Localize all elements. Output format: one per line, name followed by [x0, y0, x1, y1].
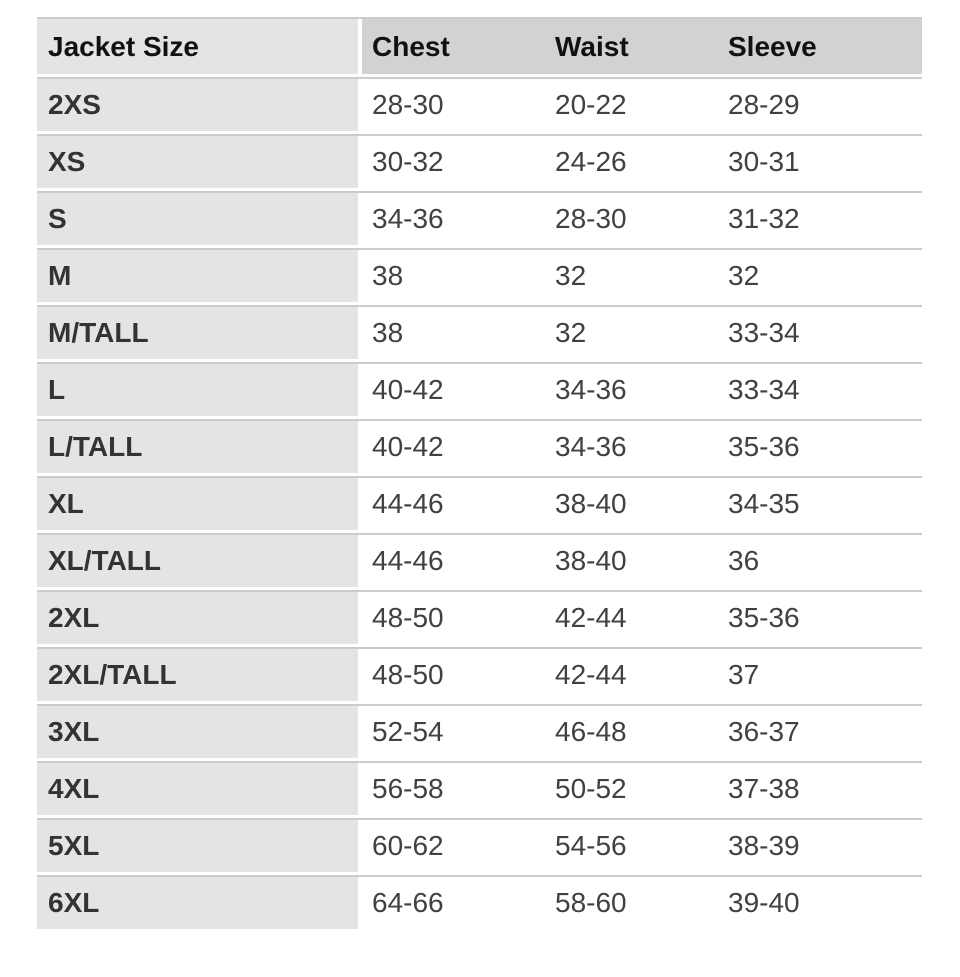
cell-chest: 40-42: [362, 421, 545, 473]
cell-waist: 20-22: [545, 79, 718, 131]
cell-sleeve: 33-34: [718, 307, 922, 359]
row-size-label: 3XL: [37, 706, 358, 758]
cell-chest: 56-58: [362, 763, 545, 815]
cell-sleeve: 37: [718, 649, 922, 701]
cell-sleeve: 39-40: [718, 877, 922, 929]
row-size-label: M: [37, 250, 358, 302]
table-row: 3XL 52-54 46-48 36-37: [37, 704, 922, 758]
cell-waist: 32: [545, 307, 718, 359]
cell-chest: 28-30: [362, 79, 545, 131]
cell-waist: 34-36: [545, 421, 718, 473]
cell-chest: 38: [362, 250, 545, 302]
cell-chest: 48-50: [362, 592, 545, 644]
table-row: 6XL 64-66 58-60 39-40: [37, 875, 922, 929]
column-header-jacket-size: Jacket Size: [37, 19, 358, 74]
cell-waist: 54-56: [545, 820, 718, 872]
cell-waist: 34-36: [545, 364, 718, 416]
cell-sleeve: 33-34: [718, 364, 922, 416]
cell-waist: 38-40: [545, 478, 718, 530]
cell-chest: 44-46: [362, 535, 545, 587]
column-header-sleeve: Sleeve: [728, 30, 817, 62]
table-row: L 40-42 34-36 33-34: [37, 362, 922, 416]
cell-waist: 24-26: [545, 136, 718, 188]
jacket-size-chart: Jacket Size Chest Waist Sleeve 2XS 28-30…: [37, 17, 922, 929]
table-header-row: Jacket Size Chest Waist Sleeve: [37, 17, 922, 74]
table-row: 2XL/TALL 48-50 42-44 37: [37, 647, 922, 701]
table-row: 5XL 60-62 54-56 38-39: [37, 818, 922, 872]
table-row: M/TALL 38 32 33-34: [37, 305, 922, 359]
cell-sleeve: 34-35: [718, 478, 922, 530]
cell-sleeve: 36-37: [718, 706, 922, 758]
cell-waist: 42-44: [545, 649, 718, 701]
row-size-label: S: [37, 193, 358, 245]
row-size-label: XL/TALL: [37, 535, 358, 587]
cell-sleeve: 32: [718, 250, 922, 302]
cell-chest: 52-54: [362, 706, 545, 758]
table-body: 2XS 28-30 20-22 28-29 XS 30-32 24-26 30-…: [37, 77, 922, 929]
cell-waist: 46-48: [545, 706, 718, 758]
header-measure-group: Chest Waist Sleeve: [362, 19, 922, 74]
cell-sleeve: 36: [718, 535, 922, 587]
cell-chest: 34-36: [362, 193, 545, 245]
row-size-label: L/TALL: [37, 421, 358, 473]
table-row: XS 30-32 24-26 30-31: [37, 134, 922, 188]
row-size-label: 2XL: [37, 592, 358, 644]
row-size-label: M/TALL: [37, 307, 358, 359]
table-row: XL/TALL 44-46 38-40 36: [37, 533, 922, 587]
row-size-label: L: [37, 364, 358, 416]
cell-waist: 42-44: [545, 592, 718, 644]
cell-waist: 38-40: [545, 535, 718, 587]
cell-sleeve: 35-36: [718, 421, 922, 473]
cell-sleeve: 30-31: [718, 136, 922, 188]
cell-sleeve: 37-38: [718, 763, 922, 815]
cell-sleeve: 28-29: [718, 79, 922, 131]
row-size-label: 6XL: [37, 877, 358, 929]
table-row: L/TALL 40-42 34-36 35-36: [37, 419, 922, 473]
row-size-label: 2XL/TALL: [37, 649, 358, 701]
cell-chest: 30-32: [362, 136, 545, 188]
cell-sleeve: 31-32: [718, 193, 922, 245]
cell-chest: 64-66: [362, 877, 545, 929]
column-header-waist: Waist: [555, 30, 629, 62]
cell-chest: 38: [362, 307, 545, 359]
cell-sleeve: 35-36: [718, 592, 922, 644]
cell-sleeve: 38-39: [718, 820, 922, 872]
table-row: 2XL 48-50 42-44 35-36: [37, 590, 922, 644]
cell-chest: 48-50: [362, 649, 545, 701]
table-row: XL 44-46 38-40 34-35: [37, 476, 922, 530]
table-row: S 34-36 28-30 31-32: [37, 191, 922, 245]
cell-chest: 40-42: [362, 364, 545, 416]
table-row: M 38 32 32: [37, 248, 922, 302]
column-header-chest: Chest: [372, 30, 450, 62]
cell-waist: 58-60: [545, 877, 718, 929]
cell-waist: 28-30: [545, 193, 718, 245]
cell-waist: 50-52: [545, 763, 718, 815]
cell-waist: 32: [545, 250, 718, 302]
row-size-label: XS: [37, 136, 358, 188]
table-row: 2XS 28-30 20-22 28-29: [37, 77, 922, 131]
row-size-label: 5XL: [37, 820, 358, 872]
cell-chest: 60-62: [362, 820, 545, 872]
row-size-label: 4XL: [37, 763, 358, 815]
table-row: 4XL 56-58 50-52 37-38: [37, 761, 922, 815]
row-size-label: 2XS: [37, 79, 358, 131]
cell-chest: 44-46: [362, 478, 545, 530]
row-size-label: XL: [37, 478, 358, 530]
